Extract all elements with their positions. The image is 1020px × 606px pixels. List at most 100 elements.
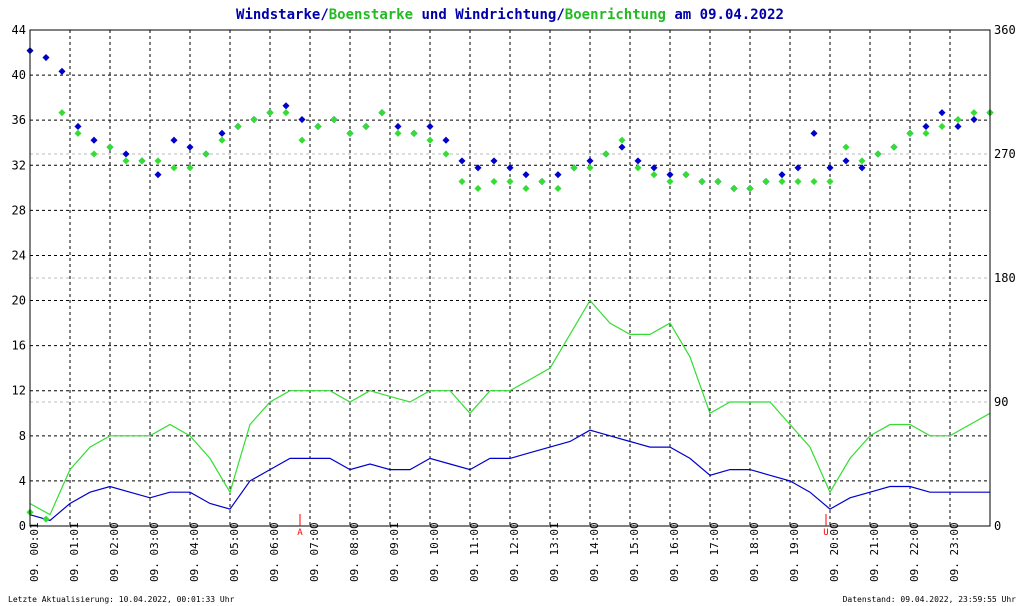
series-3-point — [394, 129, 402, 137]
series-2-point — [554, 171, 562, 179]
series-2-point — [634, 157, 642, 165]
series-3-point — [74, 129, 82, 137]
series-2-point — [618, 143, 626, 151]
series-2-point — [954, 122, 962, 130]
series-2-point — [122, 150, 130, 158]
series-2-point — [218, 129, 226, 137]
x-tick-label: 09. 16:00 — [668, 522, 681, 582]
series-3-point — [186, 164, 194, 172]
series-3-point — [666, 178, 674, 186]
series-2-point — [186, 143, 194, 151]
x-tick-label: 09. 20:00 — [828, 522, 841, 582]
series-2-point — [522, 171, 530, 179]
series-3-point — [602, 150, 610, 158]
y-axis-left: 0 4 8 12 16 20 24 28 32 36 40 44 — [12, 23, 26, 533]
x-tick-label: 09. 12:00 — [508, 522, 521, 582]
series-2-point — [586, 157, 594, 165]
series-3-point — [90, 150, 98, 158]
y-tick-label: 44 — [12, 23, 26, 37]
series-1-line — [29, 299, 991, 516]
series-3-point — [106, 143, 114, 151]
series-3-point — [730, 184, 738, 192]
series-3-point — [314, 122, 322, 130]
series-2-point — [474, 164, 482, 172]
series-3-point — [122, 157, 130, 165]
x-tick-label: 09. 08:00 — [348, 522, 361, 582]
series-3-point — [698, 178, 706, 186]
x-axis: 09. 00:01 09. 01:01 09. 02:00 09. 03:00 09. … — [28, 522, 961, 582]
x-tick-label: 09. 18:00 — [748, 522, 761, 582]
x-tick-label: 09. 02:00 — [108, 522, 121, 582]
footer-last-update: Letzte Aktualisierung: 10.04.2022, 00:01… — [8, 595, 235, 604]
title-date: am 09.04.2022 — [666, 7, 784, 23]
footer-data-state: Datenstand: 09.04.2022, 23:59:55 Uhr — [843, 595, 1017, 604]
series-0-line — [29, 429, 990, 522]
y-tick-label: 16 — [12, 339, 26, 353]
title-sep1: / — [320, 7, 328, 23]
series-3-point — [810, 178, 818, 186]
series-3-point — [634, 164, 642, 172]
series-2-point — [490, 157, 498, 165]
y2-tick-label: 0 — [994, 519, 1001, 533]
title-windstarke: Windstarke — [236, 7, 320, 23]
y-tick-label: 20 — [12, 294, 26, 308]
series-2-point — [938, 109, 946, 117]
x-tick-label: 09. 07:00 — [308, 522, 321, 582]
x-tick-label: 09. 00:01 — [28, 522, 41, 582]
series-3-point — [522, 184, 530, 192]
series-3-point — [858, 157, 866, 165]
series-3-point — [938, 122, 946, 130]
y-tick-label: 8 — [19, 429, 26, 443]
title-und: und — [413, 7, 455, 23]
series-layer — [26, 47, 994, 523]
y2-tick-label: 360 — [994, 23, 1016, 37]
x-tick-label: 09. 04:00 — [188, 522, 201, 582]
series-3-point — [266, 109, 274, 117]
series-2-point — [458, 157, 466, 165]
series-2-point — [826, 164, 834, 172]
event-marker-label: U — [823, 528, 828, 538]
plot-border — [29, 29, 991, 527]
grid — [30, 30, 990, 526]
y-tick-label: 36 — [12, 113, 26, 127]
series-3-point — [474, 184, 482, 192]
series-3-point — [202, 150, 210, 158]
y-tick-label: 32 — [12, 158, 26, 172]
title-boenrichtung: Boenrichtung — [565, 7, 666, 23]
series-3-point — [682, 171, 690, 179]
series-2-point — [778, 171, 786, 179]
series-3-point — [746, 184, 754, 192]
series-3-point — [138, 157, 146, 165]
series-3-point — [378, 109, 386, 117]
series-3-point — [426, 136, 434, 144]
series-2-point — [74, 122, 82, 130]
x-tick-label: 09. 01:01 — [68, 522, 81, 582]
x-tick-label: 09. 09:01 — [388, 522, 401, 582]
y-tick-label: 24 — [12, 248, 26, 262]
series-2-point — [42, 54, 50, 62]
x-tick-label: 09. 21:00 — [868, 522, 881, 582]
series-3-point — [218, 136, 226, 144]
series-3-point — [362, 122, 370, 130]
series-3-point — [58, 109, 66, 117]
series-3-point — [330, 116, 338, 124]
series-3-point — [922, 129, 930, 137]
x-tick-label: 09. 11:00 — [468, 522, 481, 582]
title-windrichtung: Windrichtung — [455, 7, 556, 23]
series-2-point — [922, 122, 930, 130]
series-3-point — [250, 116, 258, 124]
series-3-point — [714, 178, 722, 186]
series-2-point — [282, 102, 290, 110]
series-3-point — [586, 164, 594, 172]
chart-title: Windstarke/Boenstarke und Windrichtung/B… — [236, 7, 784, 23]
series-2-point — [650, 164, 658, 172]
series-3-point — [346, 129, 354, 137]
series-3-point — [874, 150, 882, 158]
series-3-point — [570, 164, 578, 172]
series-2-point — [970, 116, 978, 124]
y-tick-label: 4 — [19, 474, 26, 488]
series-3-point — [906, 129, 914, 137]
series-2-point — [298, 116, 306, 124]
series-2-point — [794, 164, 802, 172]
